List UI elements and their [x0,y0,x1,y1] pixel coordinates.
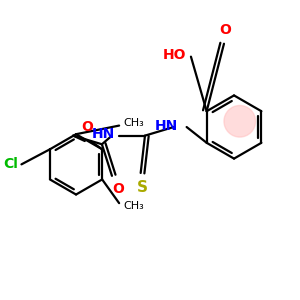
Circle shape [224,106,256,137]
Text: CH₃: CH₃ [123,201,144,211]
Text: CH₃: CH₃ [123,118,144,128]
Text: Cl: Cl [4,158,19,171]
Text: HN: HN [155,118,178,133]
Text: S: S [136,180,148,195]
Text: O: O [220,23,231,38]
Text: O: O [82,120,94,134]
Text: HO: HO [163,48,187,62]
Text: O: O [112,182,124,196]
Text: HN: HN [92,127,115,141]
